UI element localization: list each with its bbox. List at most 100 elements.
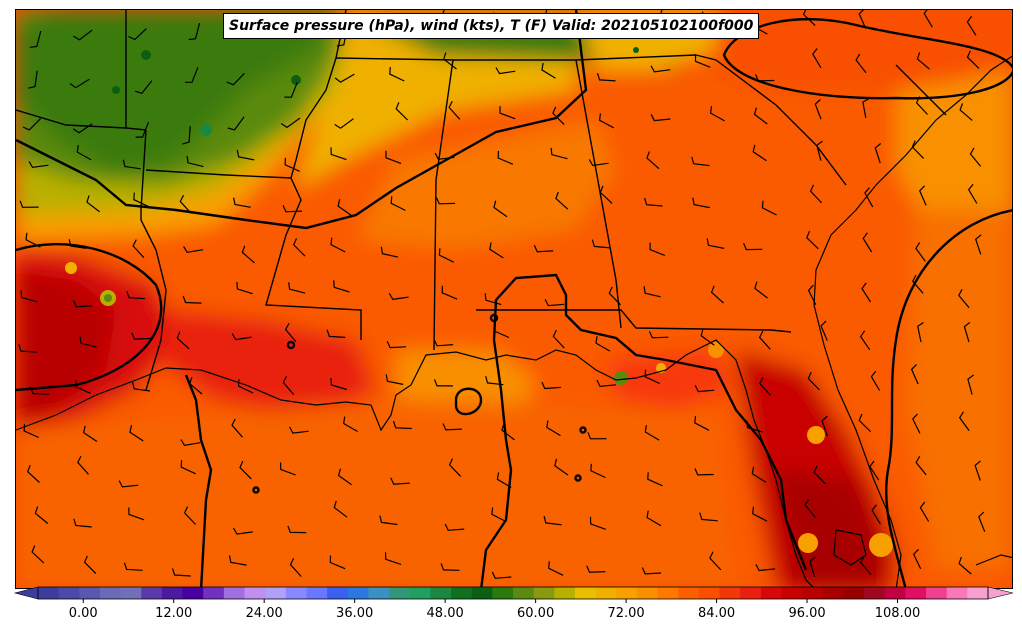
wind-barb (969, 147, 982, 167)
colorbar-segment (884, 587, 906, 599)
wind-barbs (18, 10, 986, 579)
wind-barb (496, 472, 512, 489)
wind-barb (753, 107, 768, 125)
wind-barb (910, 363, 919, 385)
colorbar-tick-label: 48.00 (426, 606, 464, 621)
wind-barb (917, 321, 924, 343)
wind-barb (710, 285, 724, 304)
wind-barb (25, 232, 41, 248)
wind-barb (443, 52, 457, 70)
wind-barb (231, 333, 252, 341)
colorbar-tick-label: 0.00 (68, 606, 98, 621)
colorbar-segment (905, 587, 927, 599)
wind-barb (448, 100, 461, 120)
wind-barb (806, 230, 819, 250)
colorbar-segment (740, 587, 762, 599)
wind-barb (186, 155, 204, 168)
temperature-map (16, 10, 1012, 588)
wind-barb (958, 411, 970, 431)
wind-barb (330, 237, 346, 253)
colorbar-tick-label: 96.00 (788, 606, 826, 621)
wind-barb (77, 455, 89, 475)
wind-barb (548, 561, 564, 576)
wind-barb (978, 511, 986, 532)
map-panel (15, 9, 1013, 589)
wind-barb (759, 377, 772, 396)
colorbar-segment (306, 587, 328, 599)
wind-barb (75, 379, 91, 394)
colorbar-extend-low (13, 586, 39, 600)
wind-barb (29, 386, 49, 395)
wind-barb (550, 147, 568, 160)
wind-barb (233, 197, 251, 208)
wind-barb (135, 121, 150, 138)
colorbar-tick-label: 108.00 (874, 606, 921, 621)
colorbar-segment (636, 587, 659, 599)
wind-barb (816, 140, 823, 161)
wind-barb (870, 370, 881, 391)
wind-barb (649, 242, 666, 257)
map-title: Surface pressure (hPa), wind (kts), T (F… (223, 13, 760, 39)
wind-barb (555, 191, 569, 210)
wind-barb (334, 118, 354, 129)
wind-barb (499, 106, 516, 120)
wind-barb (485, 375, 504, 386)
wind-barb (228, 555, 247, 566)
wind-barb (392, 420, 412, 430)
wind-barb (919, 501, 930, 522)
wind-barb (86, 195, 101, 213)
colorbar-segment (203, 587, 225, 599)
wind-barb (650, 65, 671, 73)
wind-barb (182, 126, 191, 145)
wind-barb (646, 151, 660, 170)
state-borders (16, 10, 947, 391)
wind-barb (758, 330, 771, 350)
wind-barb (384, 552, 402, 565)
colorbar-segment (327, 587, 349, 599)
wind-barb (821, 415, 828, 437)
wind-barb (694, 415, 710, 431)
wind-barb (131, 332, 151, 340)
wind-barb (641, 567, 662, 575)
colorbar-segment (141, 587, 163, 599)
wind-barb (126, 290, 145, 300)
wind-barb (183, 246, 204, 254)
wind-barb (188, 376, 203, 395)
wind-barb (237, 379, 254, 394)
temperature-colorbar (13, 586, 1014, 603)
wind-barb (180, 460, 196, 475)
wind-barb (546, 420, 561, 437)
wind-barb (862, 97, 870, 119)
wind-barb (598, 113, 614, 129)
wind-barb (280, 462, 296, 476)
wind-barb (541, 381, 561, 390)
wind-barb (226, 72, 245, 86)
wind-barb (484, 293, 502, 306)
colorbar-segment (38, 587, 60, 599)
wind-barb (26, 464, 40, 483)
colorbar-outline (37, 586, 989, 600)
wind-barb (73, 518, 92, 528)
wind-barb (755, 564, 776, 572)
colorbar-segment (554, 587, 576, 599)
colorbar-segment (657, 587, 679, 599)
wind-barb (706, 238, 725, 249)
colorbar-segment (533, 587, 555, 599)
wind-barb (489, 242, 504, 259)
wind-barb (586, 565, 606, 573)
wind-barb (333, 500, 348, 518)
colorbar-segment (265, 587, 287, 599)
wind-barb (861, 282, 872, 303)
wind-barb (974, 460, 981, 481)
wind-barb (588, 159, 609, 167)
colorbar-segment (368, 587, 390, 599)
wind-barb (326, 329, 346, 338)
wind-barb (915, 242, 926, 262)
wind-barb (497, 150, 514, 165)
colorbar-segment (409, 587, 431, 599)
wind-barb (19, 200, 39, 208)
wind-barb (135, 80, 153, 94)
wind-barb (288, 282, 306, 294)
colorbar-segment (678, 587, 700, 599)
wind-barb (132, 239, 145, 259)
